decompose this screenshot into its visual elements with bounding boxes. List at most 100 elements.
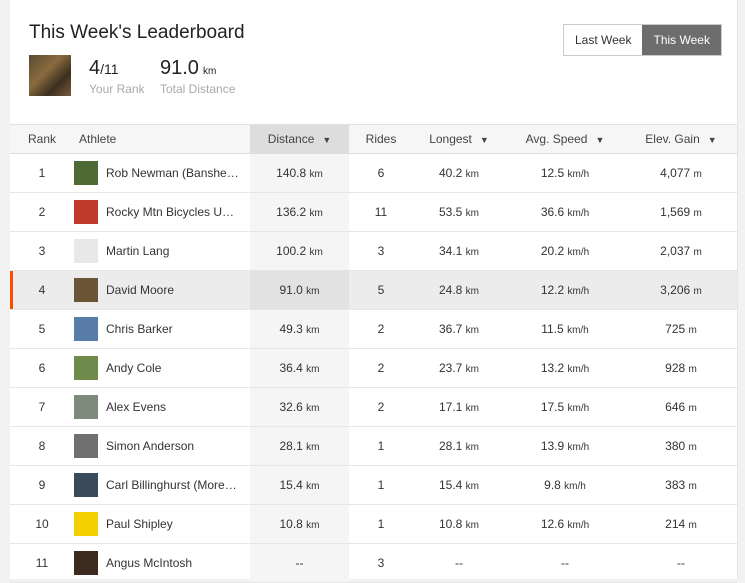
athlete-avatar[interactable] [74, 551, 98, 575]
sort-arrow-icon: ▼ [479, 135, 489, 145]
unit: km/h [567, 520, 590, 531]
longest-cell: -- [413, 543, 505, 583]
col-elev-gain[interactable]: Elev. Gain ▼ [625, 124, 737, 154]
athlete-name[interactable]: David Moore [106, 283, 175, 297]
athlete-avatar[interactable] [74, 473, 98, 497]
unit: km [306, 442, 320, 453]
unit: m [688, 325, 697, 336]
rank-cell: 10 [10, 504, 74, 544]
rank-stat: 4/11 Your Rank [89, 57, 145, 96]
athlete-cell[interactable]: Chris Barker [74, 309, 250, 349]
rides-cell: 5 [349, 270, 413, 310]
athlete-name[interactable]: Angus McIntosh [106, 556, 193, 570]
rank-cell: 7 [10, 387, 74, 427]
last-week-button[interactable]: Last Week [575, 33, 632, 47]
unit: km [306, 520, 320, 531]
athlete-avatar[interactable] [74, 161, 98, 185]
athlete-name[interactable]: Martin Lang [106, 244, 170, 258]
unit: m [693, 169, 702, 180]
longest-cell: 23.7 km [413, 348, 505, 388]
distance-cell: 100.2 km [250, 231, 349, 271]
table-row: 8 Simon Anderson 28.1 km 1 28.1 km 13.9 km/h 3… [10, 426, 737, 466]
my-avatar[interactable] [29, 55, 71, 96]
speed-cell: 36.6 km/h [505, 192, 625, 232]
this-week-button[interactable]: This Week [642, 25, 721, 55]
unit: km [309, 208, 323, 219]
table-row: 2 Rocky Mtn Bicycles U… 136.2 km 11 53.5 km 3… [10, 192, 737, 232]
athlete-name[interactable]: Simon Anderson [106, 439, 195, 453]
longest-cell: 24.8 km [413, 270, 505, 310]
speed-cell: 13.9 km/h [505, 426, 625, 466]
athlete-cell[interactable]: Paul Shipley [74, 504, 250, 544]
rank-label: Your Rank [89, 82, 145, 96]
athlete-avatar[interactable] [74, 356, 98, 380]
col-avg-speed[interactable]: Avg. Speed ▼ [505, 124, 625, 154]
sort-arrow-icon: ▼ [322, 135, 332, 145]
col-rank: Rank [10, 124, 74, 154]
athlete-avatar[interactable] [74, 512, 98, 536]
athlete-cell[interactable]: Simon Anderson [74, 426, 250, 466]
rides-cell: 6 [349, 153, 413, 193]
distance-cell: 49.3 km [250, 309, 349, 349]
table-row: 5 Chris Barker 49.3 km 2 36.7 km 11.5 km/h 725… [10, 309, 737, 349]
rank-cell: 8 [10, 426, 74, 466]
athlete-avatar[interactable] [74, 278, 98, 302]
athlete-name[interactable]: Chris Barker [106, 322, 173, 336]
sort-arrow-icon: ▼ [707, 135, 717, 145]
longest-cell: 40.2 km [413, 153, 505, 193]
athlete-avatar[interactable] [74, 317, 98, 341]
speed-cell: 13.2 km/h [505, 348, 625, 388]
rides-cell: 1 [349, 426, 413, 466]
unit: m [688, 520, 697, 531]
unit: km [465, 403, 480, 414]
athlete-name[interactable]: Paul Shipley [106, 517, 173, 531]
athlete-name[interactable]: Carl Billinghurst (More… [106, 478, 237, 492]
athlete-avatar[interactable] [74, 200, 98, 224]
distance-cell: -- [250, 543, 349, 583]
athlete-cell[interactable]: Rocky Mtn Bicycles U… [74, 192, 250, 232]
speed-cell: 12.2 km/h [505, 270, 625, 310]
speed-cell: 11.5 km/h [505, 309, 625, 349]
rank-cell: 4 [10, 270, 74, 310]
unit: km/h [564, 481, 586, 492]
rides-cell: 2 [349, 309, 413, 349]
athlete-avatar[interactable] [74, 434, 98, 458]
athlete-cell[interactable]: Carl Billinghurst (More… [74, 465, 250, 505]
unit: km [465, 208, 480, 219]
athlete-cell[interactable]: Angus McIntosh [74, 543, 250, 583]
unit: km/h [567, 169, 590, 180]
elev-cell: 380 m [625, 426, 737, 466]
distance-cell: 140.8 km [250, 153, 349, 193]
unit: km/h [567, 364, 590, 375]
athlete-avatar[interactable] [74, 239, 98, 263]
athlete-name[interactable]: Alex Evens [106, 400, 167, 414]
athlete-name[interactable]: Andy Cole [106, 361, 162, 375]
athlete-cell[interactable]: Alex Evens [74, 387, 250, 427]
unit: m [693, 286, 702, 297]
col-distance[interactable]: Distance ▼ [250, 124, 349, 154]
speed-cell: 12.6 km/h [505, 504, 625, 544]
athlete-name[interactable]: Rocky Mtn Bicycles U… [106, 205, 235, 219]
table-row: 4 David Moore 91.0 km 5 24.8 km 12.2 km/h 3,20… [10, 270, 737, 310]
distance-stat: 91.0 km Total Distance [160, 57, 235, 96]
unit: km [306, 481, 320, 492]
unit: m [688, 442, 697, 453]
athlete-name[interactable]: Rob Newman (Banshe… [106, 166, 239, 180]
page-title: This Week's Leaderboard [29, 22, 245, 43]
athlete-cell[interactable]: Martin Lang [74, 231, 250, 271]
distance-cell: 91.0 km [250, 270, 349, 310]
col-longest[interactable]: Longest ▼ [413, 124, 505, 154]
rank-cell: 11 [10, 543, 74, 583]
athlete-cell[interactable]: David Moore [74, 270, 250, 310]
distance-cell: 15.4 km [250, 465, 349, 505]
table-row: 11 Angus McIntosh -- 3 -- -- -- [10, 543, 737, 583]
athlete-avatar[interactable] [74, 395, 98, 419]
athlete-cell[interactable]: Andy Cole [74, 348, 250, 388]
rank-cell: 5 [10, 309, 74, 349]
rides-cell: 1 [349, 504, 413, 544]
longest-cell: 34.1 km [413, 231, 505, 271]
rank-cell: 6 [10, 348, 74, 388]
rank-cell: 1 [10, 153, 74, 193]
unit: km/h [567, 286, 590, 297]
athlete-cell[interactable]: Rob Newman (Banshe… [74, 153, 250, 193]
